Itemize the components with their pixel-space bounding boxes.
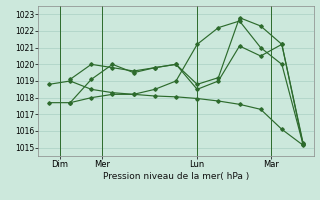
X-axis label: Pression niveau de la mer( hPa ): Pression niveau de la mer( hPa ) [103,172,249,181]
